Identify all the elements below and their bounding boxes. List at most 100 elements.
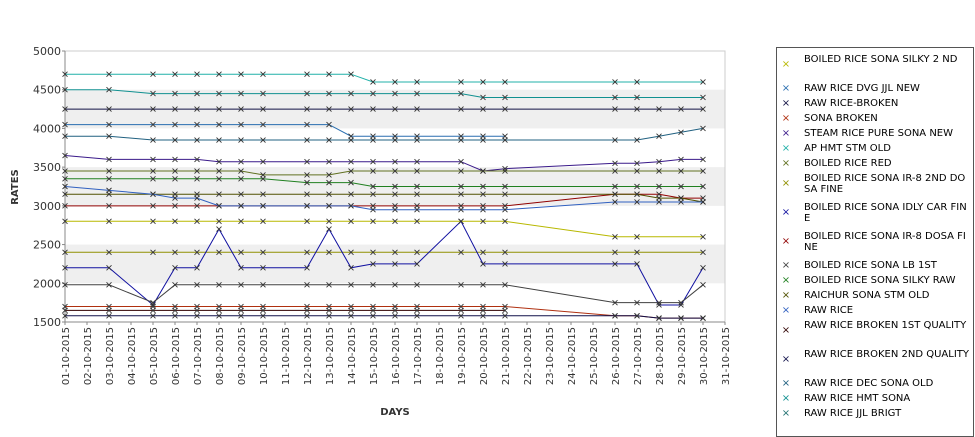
- data-point: [216, 121, 222, 128]
- data-point: [260, 158, 266, 165]
- x-tick-label: 12-10-2015: [303, 327, 314, 385]
- data-point: [238, 264, 244, 271]
- data-point: [216, 106, 222, 112]
- x-tick-label: 04-10-2015: [127, 327, 138, 385]
- data-point: [634, 199, 640, 205]
- data-point: [62, 106, 68, 112]
- legend-marker-icon: ×: [781, 236, 791, 247]
- data-point: [458, 183, 464, 190]
- data-point: [150, 302, 156, 308]
- x-tick-label: 02-10-2015: [83, 327, 94, 385]
- data-point: [150, 90, 156, 97]
- data-point: [172, 175, 178, 182]
- data-point: [458, 249, 464, 256]
- data-point: [370, 191, 376, 198]
- data-point: [150, 71, 156, 78]
- data-point: [106, 86, 112, 93]
- x-tick-label: 24-10-2015: [567, 327, 578, 385]
- legend-marker-icon: ×: [781, 354, 791, 365]
- data-point: [458, 79, 464, 85]
- data-point: [172, 156, 178, 163]
- data-point: [348, 90, 354, 97]
- data-point: [414, 312, 420, 319]
- data-point: [238, 282, 244, 288]
- legend-marker-icon: ×: [781, 260, 791, 271]
- series: [62, 168, 706, 178]
- series: [62, 152, 706, 174]
- legend-marker-icon: ×: [781, 128, 791, 139]
- data-point: [700, 183, 706, 190]
- data-point: [392, 191, 398, 198]
- data-point: [392, 282, 398, 288]
- data-point: [106, 71, 112, 78]
- data-point: [216, 203, 222, 209]
- data-point: [678, 168, 684, 174]
- series-layer: [62, 71, 706, 321]
- data-point: [150, 137, 156, 143]
- data-point: [238, 175, 244, 182]
- data-point: [150, 312, 156, 319]
- legend-label: RAW RICE: [804, 305, 854, 316]
- data-point: [348, 168, 354, 174]
- x-tick-label: 15-10-2015: [369, 327, 380, 385]
- data-point: [612, 168, 618, 174]
- data-point: [326, 282, 332, 288]
- data-point: [370, 282, 376, 288]
- data-point: [238, 218, 244, 225]
- data-point: [260, 307, 266, 314]
- data-point: [172, 106, 178, 112]
- data-point: [414, 90, 420, 97]
- data-point: [612, 234, 618, 240]
- data-point: [62, 249, 68, 256]
- data-point: [304, 158, 310, 165]
- data-point: [348, 249, 354, 256]
- data-point: [458, 218, 464, 225]
- data-point: [700, 168, 706, 174]
- data-point: [238, 71, 244, 78]
- data-point: [172, 71, 178, 78]
- data-point: [370, 307, 376, 314]
- data-point: [238, 137, 244, 143]
- data-point: [392, 183, 398, 190]
- x-tick-label: 18-10-2015: [435, 327, 446, 385]
- data-point: [348, 264, 354, 271]
- data-point: [238, 307, 244, 314]
- data-point: [62, 312, 68, 319]
- data-point: [106, 307, 112, 314]
- data-point: [480, 249, 486, 256]
- data-point: [216, 307, 222, 314]
- data-point: [480, 94, 486, 101]
- data-point: [656, 158, 662, 165]
- x-tick-label: 07-10-2015: [193, 327, 204, 385]
- data-point: [106, 175, 112, 182]
- data-point: [172, 203, 178, 209]
- data-point: [106, 187, 112, 194]
- x-tick-label: 25-10-2015: [589, 327, 600, 385]
- data-point: [502, 249, 508, 256]
- x-tick-label: 16-10-2015: [391, 327, 402, 385]
- x-tick-label: 14-10-2015: [347, 327, 358, 385]
- data-point: [502, 312, 508, 319]
- y-tick-label: 4000: [33, 122, 61, 135]
- data-point: [194, 203, 200, 209]
- data-point: [612, 183, 618, 190]
- data-point: [634, 168, 640, 174]
- data-point: [370, 249, 376, 256]
- data-point: [414, 218, 420, 225]
- data-point: [304, 90, 310, 97]
- data-point: [172, 195, 178, 201]
- data-point: [700, 264, 706, 271]
- data-point: [326, 106, 332, 112]
- series-line: [65, 220, 703, 238]
- data-point: [62, 183, 68, 190]
- data-point: [370, 312, 376, 319]
- data-point: [700, 249, 706, 256]
- data-point: [370, 218, 376, 225]
- data-point: [194, 168, 200, 174]
- data-point: [480, 307, 486, 314]
- data-point: [194, 175, 200, 182]
- data-point: [634, 312, 640, 319]
- legend-marker-icon: ×: [781, 59, 791, 70]
- data-point: [348, 307, 354, 314]
- data-point: [414, 191, 420, 198]
